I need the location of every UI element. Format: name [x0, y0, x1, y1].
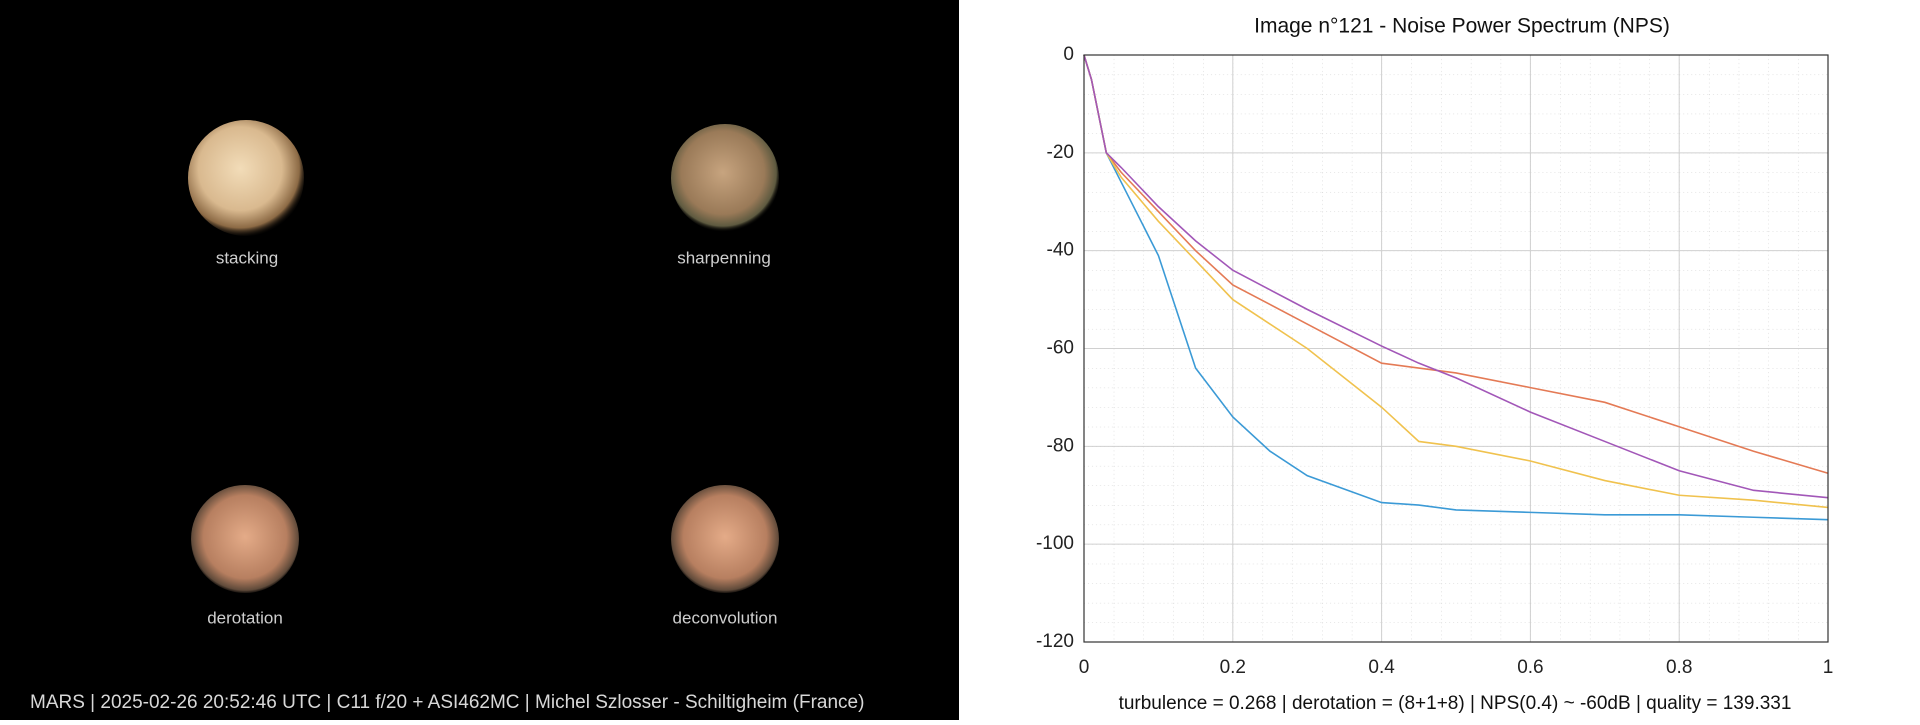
y-tick-label: -80 — [1047, 435, 1074, 456]
footer: MARS | 2025-02-26 20:52:46 UTC | C11 f/2… — [30, 692, 864, 713]
plot-frame — [1083, 54, 1829, 643]
chart-caption: turbulence = 0.268 | derotation = (8+1+8… — [1119, 693, 1792, 714]
x-tick-label: 0 — [1079, 657, 1090, 678]
y-tick-label: -120 — [1036, 631, 1074, 652]
mars-image — [191, 485, 299, 593]
panel-label: derotation — [207, 608, 283, 627]
y-tick-label: -60 — [1047, 338, 1074, 359]
series-line — [1083, 54, 1829, 521]
panel-label: deconvolution — [673, 608, 778, 627]
series-line — [1083, 54, 1829, 475]
y-tick-label: -100 — [1036, 533, 1074, 554]
y-tick-label: -20 — [1047, 142, 1074, 163]
y-tick-label: -40 — [1047, 240, 1074, 261]
panel-label: sharpenning — [677, 248, 771, 267]
x-tick-label: 1 — [1823, 657, 1834, 678]
x-tick-label: 0.6 — [1517, 657, 1543, 678]
y-tick-label: 0 — [1063, 44, 1074, 65]
x-tick-label: 0.4 — [1368, 657, 1395, 678]
series-line — [1083, 54, 1829, 499]
panel-label: stacking — [216, 248, 278, 267]
mars-image — [671, 124, 779, 232]
series-line — [1083, 54, 1829, 509]
x-tick-label: 0.2 — [1220, 657, 1246, 678]
image-panel — [0, 0, 959, 720]
x-tick-label: 0.8 — [1666, 657, 1692, 678]
mars-image — [188, 120, 304, 236]
chart-title: Image n°121 - Noise Power Spectrum (NPS) — [1254, 15, 1670, 38]
mars-image — [671, 485, 779, 593]
